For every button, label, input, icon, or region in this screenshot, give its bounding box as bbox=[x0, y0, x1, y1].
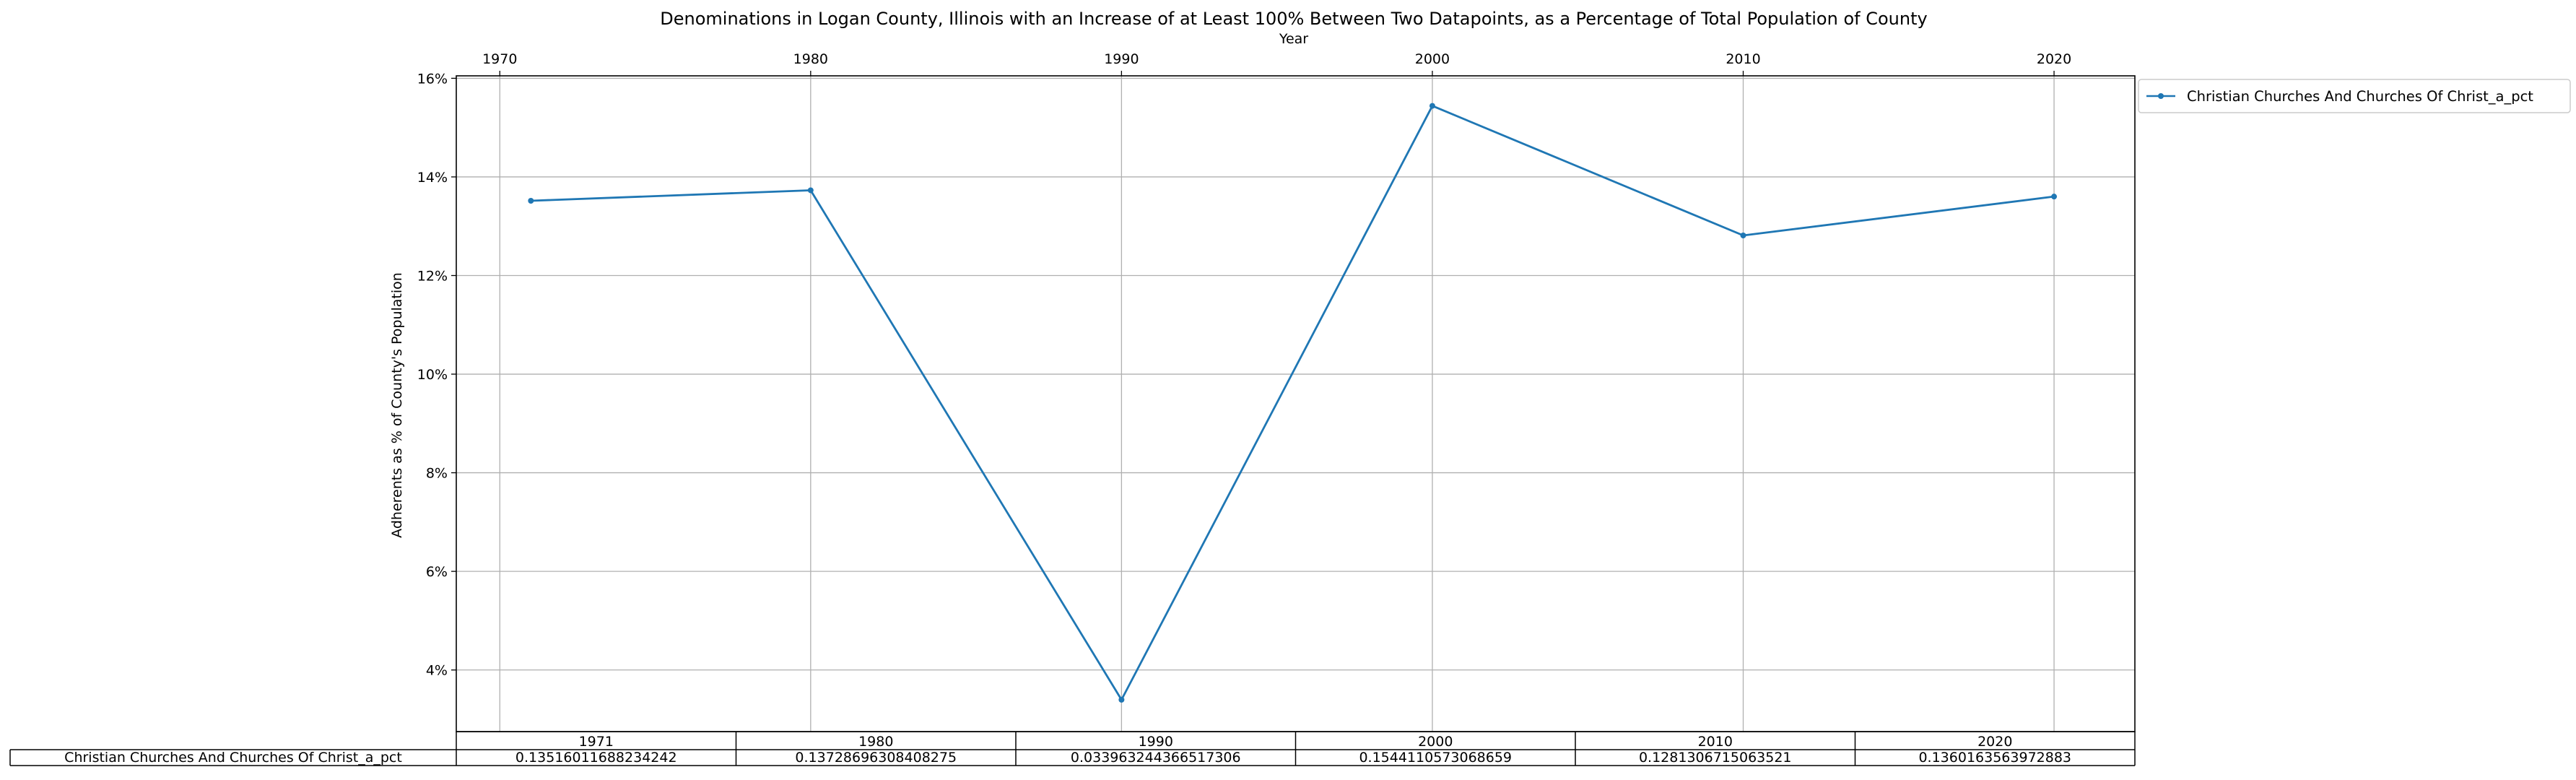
data-point bbox=[528, 197, 534, 204]
data-point bbox=[2051, 194, 2058, 200]
table-column-header: 2020 bbox=[1977, 734, 2012, 750]
y-tick-label: 12% bbox=[417, 268, 448, 284]
table-row-label: Christian Churches And Churches Of Chris… bbox=[64, 750, 402, 766]
y-tick-label: 10% bbox=[417, 367, 448, 383]
series-layer bbox=[528, 103, 2058, 703]
table-column-header: 1971 bbox=[579, 734, 614, 750]
chart-title: Denominations in Logan County, Illinois … bbox=[660, 9, 1927, 29]
table-column-header: 2010 bbox=[1698, 734, 1733, 750]
x-tick-label: 2000 bbox=[1415, 51, 1450, 67]
x-tick-label: 2020 bbox=[2037, 51, 2071, 67]
table-cell: 0.1544110573068659 bbox=[1359, 750, 1512, 766]
data-point bbox=[1118, 696, 1125, 703]
table-column-header: 1980 bbox=[858, 734, 893, 750]
y-axis-label: Adherents as % of County's Population bbox=[389, 272, 405, 538]
y-tick-label: 14% bbox=[417, 170, 448, 186]
table-cell: 0.033963244366517306 bbox=[1071, 750, 1241, 766]
table-cell: 0.13728696308408275 bbox=[795, 750, 957, 766]
table-cell: 0.1281306715063521 bbox=[1639, 750, 1792, 766]
x-axis-label: Year bbox=[1279, 31, 1308, 47]
y-tick-label: 6% bbox=[426, 564, 448, 580]
legend-marker-swatch bbox=[2158, 93, 2164, 99]
x-tick-label: 1990 bbox=[1104, 51, 1139, 67]
data-point bbox=[807, 187, 814, 194]
series-line bbox=[531, 105, 2055, 701]
table-column-header: 1990 bbox=[1139, 734, 1173, 750]
table-cell: 0.1360163563972883 bbox=[1918, 750, 2071, 766]
x-tick-label: 1980 bbox=[793, 51, 828, 67]
table-cell: 0.13516011688234242 bbox=[515, 750, 677, 766]
legend-box bbox=[2138, 79, 2571, 113]
legend: Christian Churches And Churches Of Chris… bbox=[2138, 79, 2571, 113]
y-tick-label: 8% bbox=[426, 466, 448, 482]
y-tick-label: 16% bbox=[417, 71, 448, 87]
data-table: 1971 1980 1990 2000 2010 2020 Christian Church… bbox=[9, 731, 2136, 766]
table-column-header: 2000 bbox=[1418, 734, 1453, 750]
x-tick-label: 2010 bbox=[1726, 51, 1760, 67]
data-point bbox=[1740, 232, 1746, 238]
data-point bbox=[1429, 103, 1435, 109]
gridlines bbox=[456, 76, 2135, 732]
axis-ticks: 1970 1980 1990 2000 2010 2020 4% 6% 8% 10% 12% 14% 1… bbox=[417, 51, 2071, 679]
legend-entry-label: Christian Churches And Churches Of Chris… bbox=[2187, 88, 2533, 105]
y-tick-label: 4% bbox=[426, 663, 448, 679]
x-tick-label: 1970 bbox=[482, 51, 517, 67]
